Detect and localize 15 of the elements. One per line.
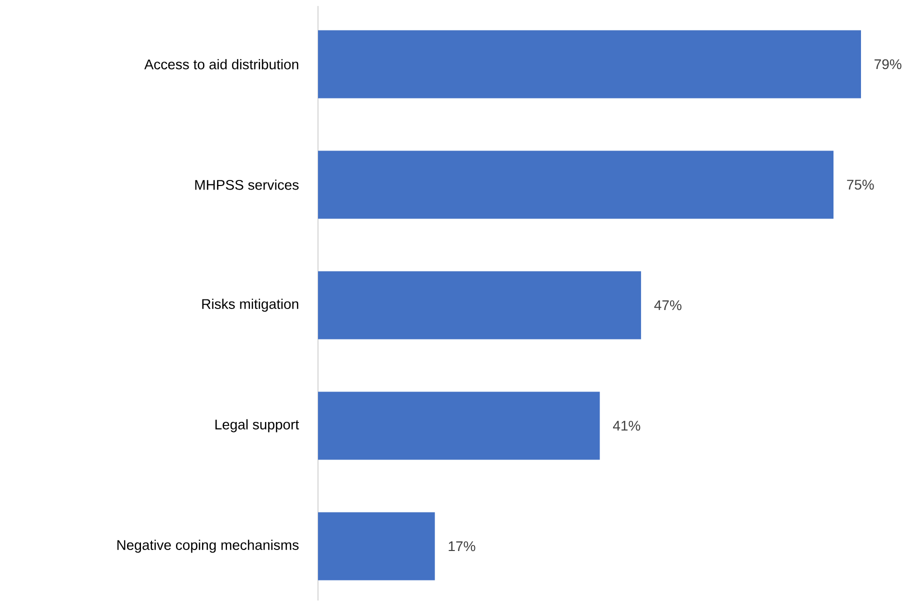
y-tick-label: Risks mitigation xyxy=(202,298,298,312)
bar xyxy=(318,271,642,340)
y-tick-label: Access to aid distribution xyxy=(144,59,298,70)
bar xyxy=(318,512,435,580)
y-tick-label: MHPSS services xyxy=(195,180,299,190)
data-label: 79% xyxy=(874,59,902,70)
y-tick-label: Legal support xyxy=(215,419,299,432)
data-label: 41% xyxy=(613,420,640,431)
data-label: 17% xyxy=(448,541,476,552)
bar xyxy=(318,392,600,460)
bar xyxy=(318,150,834,219)
data-label: 75% xyxy=(847,180,874,190)
y-tick-label: Negative coping mechanisms xyxy=(117,540,299,553)
data-label: 47% xyxy=(654,300,682,310)
bar xyxy=(318,30,861,98)
